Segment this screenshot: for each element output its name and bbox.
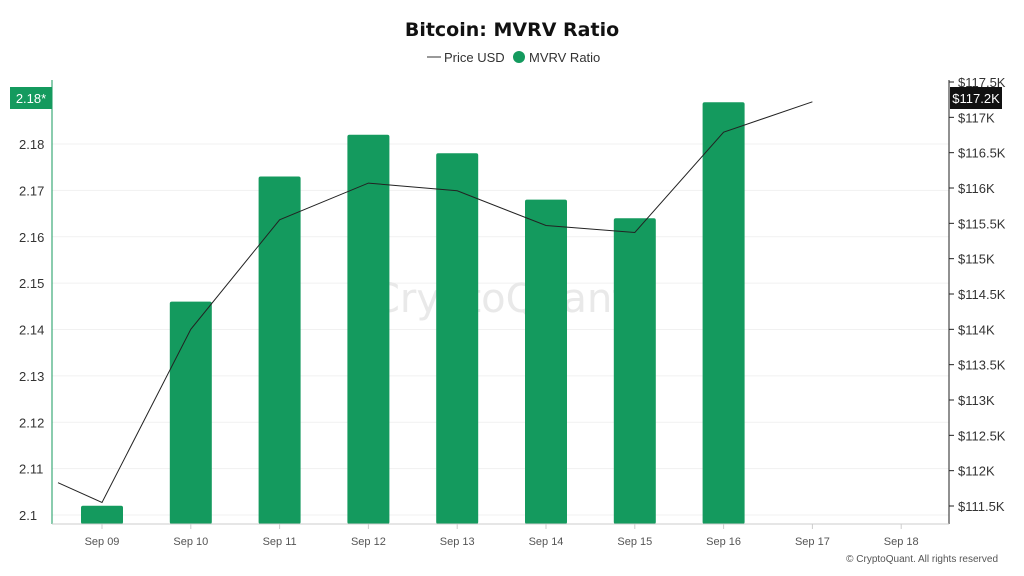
left-tick-label-5: 2.15 xyxy=(19,276,44,291)
legend-price-label[interactable]: Price USD xyxy=(444,50,505,65)
left-current-badge: 2.18* xyxy=(10,87,52,109)
left-tick-label-6: 2.16 xyxy=(19,230,44,245)
mvrv-bar-sep-14 xyxy=(525,199,567,524)
right-tick-label-4: $113.5K xyxy=(958,358,1006,373)
right-tick-label-3: $113K xyxy=(958,393,995,408)
right-axis-ticks: $111.5K $112K $112.5K $113K $113.5K $114K $114… xyxy=(949,75,1006,514)
left-axis-ticks: 2.1 2.11 2.12 2.13 2.14 2.15 2.16 2.17 2.18 xyxy=(19,137,44,523)
x-tick-label-7: Sep 16 xyxy=(706,536,741,548)
mvrv-bar-sep-13 xyxy=(436,153,479,524)
chart-title: Bitcoin: MVRV Ratio xyxy=(405,19,619,41)
right-tick-label-2: $112.5K xyxy=(958,428,1006,443)
right-tick-label-9: $116K xyxy=(958,181,995,196)
mvrv-bar-sep-15 xyxy=(613,218,656,524)
mvrv-bar-sep-16 xyxy=(702,102,745,524)
left-current-badge-label: 2.18* xyxy=(16,91,46,106)
x-tick-label-8: Sep 17 xyxy=(795,536,830,548)
left-tick-label-7: 2.17 xyxy=(19,183,44,198)
copyright-text: © CryptoQuant. All rights reserved xyxy=(846,554,998,565)
left-tick-label-1: 2.11 xyxy=(19,462,43,477)
legend-mvrv-marker xyxy=(513,51,525,63)
right-tick-label-0: $111.5K xyxy=(958,499,1005,514)
mvrv-bar-sep-11 xyxy=(258,176,301,524)
left-tick-label-0: 2.1 xyxy=(19,508,37,523)
right-tick-label-1: $112K xyxy=(958,464,995,479)
x-tick-label-1: Sep 10 xyxy=(173,536,208,548)
x-tick-label-3: Sep 12 xyxy=(351,536,386,548)
right-tick-label-10: $116.5K xyxy=(958,146,1006,161)
right-tick-label-11: $117K xyxy=(958,110,995,125)
x-tick-label-5: Sep 14 xyxy=(529,536,564,548)
x-axis-ticks: Sep 09 Sep 10 Sep 11 Sep 12 Sep 13 Sep 14 Sep … xyxy=(85,524,919,548)
legend: Price USD MVRV Ratio xyxy=(427,50,600,65)
price-usd-line xyxy=(57,101,813,504)
x-tick-label-2: Sep 11 xyxy=(263,536,297,548)
watermark: CryptoQuant xyxy=(372,276,628,322)
x-tick-label-9: Sep 18 xyxy=(884,536,919,548)
left-tick-label-2: 2.12 xyxy=(19,415,44,430)
mvrv-bar-sep-10 xyxy=(169,301,212,524)
right-tick-label-5: $114K xyxy=(958,322,995,337)
left-tick-label-3: 2.13 xyxy=(19,369,44,384)
right-tick-label-8: $115.5K xyxy=(958,216,1006,231)
right-current-badge-bg xyxy=(950,87,1002,109)
right-tick-label-7: $115K xyxy=(958,252,995,267)
legend-mvrv-label[interactable]: MVRV Ratio xyxy=(529,50,600,65)
left-current-badge-bg xyxy=(10,87,52,109)
mvrv-bar-sep-09 xyxy=(81,505,123,524)
left-tick-label-4: 2.14 xyxy=(19,323,44,338)
right-current-badge-label: $117.2K xyxy=(952,91,1000,106)
x-tick-label-6: Sep 15 xyxy=(617,536,652,548)
left-tick-label-8: 2.18 xyxy=(19,137,44,152)
x-tick-label-0: Sep 09 xyxy=(85,536,120,548)
x-tick-label-4: Sep 13 xyxy=(440,536,475,548)
mvrv-bar-sep-12 xyxy=(347,134,390,524)
mvrv-bars xyxy=(81,102,745,524)
right-tick-label-6: $114.5K xyxy=(958,287,1006,302)
price-line-layer xyxy=(57,101,813,504)
right-current-badge: $117.2K xyxy=(950,87,1002,109)
right-tick-label-12: $117.5K xyxy=(958,75,1006,90)
